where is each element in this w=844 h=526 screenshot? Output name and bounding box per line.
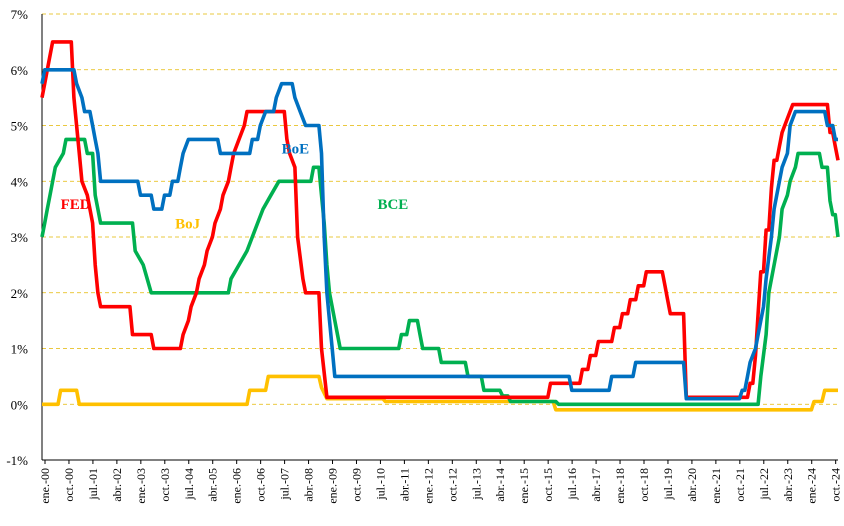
y-tick-label: -1% <box>6 453 28 468</box>
x-tick-label: oct.-03 <box>158 468 172 502</box>
x-tick-label: oct.-15 <box>541 468 555 502</box>
x-tick-label: oct.-24 <box>829 468 843 502</box>
x-tick-label: jul.-22 <box>757 468 771 501</box>
series-line-fed <box>40 40 840 400</box>
x-tick-label: ene.-12 <box>421 468 435 504</box>
x-tick-label: oct.-21 <box>733 468 747 502</box>
x-tick-label: abr.-17 <box>589 468 603 502</box>
series-label-fed: FED <box>61 197 91 213</box>
y-tick-label: 1% <box>11 342 29 357</box>
x-tick-label: oct.-00 <box>62 468 76 502</box>
x-tick-label: ene.-06 <box>230 468 244 504</box>
series-lines <box>40 40 840 412</box>
series-line-boe <box>40 68 838 401</box>
x-tick-label: jul.-07 <box>278 468 292 501</box>
x-tick-label: jul.-04 <box>182 468 196 501</box>
x-tick-label: ene.-24 <box>805 468 819 504</box>
x-tick-label: jul.-16 <box>565 468 579 501</box>
x-tick-label: oct.-12 <box>445 468 459 502</box>
series-label-bce: BCE <box>377 197 408 213</box>
x-tick-label: ene.-03 <box>134 468 148 504</box>
x-tick-label: jul.-10 <box>373 468 387 501</box>
y-tick-label: 3% <box>11 230 29 245</box>
x-tick-label: abr.-20 <box>685 468 699 502</box>
y-tick-label: 6% <box>11 63 29 78</box>
series-label-boe: BoE <box>282 141 310 157</box>
x-tick-label: ene.-21 <box>709 468 723 504</box>
y-tick-label: 7% <box>11 7 29 22</box>
x-tick-label: ene.-09 <box>326 468 340 504</box>
x-tick-label: oct.-06 <box>254 468 268 502</box>
x-tick-label: abr.-08 <box>302 468 316 502</box>
series-label-boj: BoJ <box>175 217 201 233</box>
y-tick-label: 4% <box>11 174 29 189</box>
series-labels: FED BoE BCE BoJ <box>61 141 409 232</box>
x-tick-label: abr.-05 <box>206 468 220 502</box>
x-tick-label: jul.-19 <box>661 468 675 501</box>
x-tick-label: abr.-11 <box>397 468 411 501</box>
x-tick-label: oct.-09 <box>349 468 363 502</box>
x-tick-label: ene.-00 <box>38 468 52 504</box>
x-tick-label: oct.-18 <box>637 468 651 502</box>
x-tick-label: ene.-18 <box>613 468 627 504</box>
x-tick-label: abr.-02 <box>110 468 124 502</box>
x-axis-tick-labels: ene.-00 oct.-00 jul.-01 abr.-02 ene.-03 oct.-… <box>38 468 843 504</box>
x-tick-label: jul.-13 <box>469 468 483 501</box>
x-tick-label: ene.-15 <box>517 468 531 504</box>
y-axis-tick-labels: -1% 0% 1% 2% 3% 4% 5% 6% 7% <box>6 7 28 468</box>
series-line-boj <box>42 374 838 412</box>
x-tick-label: abr.-14 <box>493 468 507 502</box>
y-tick-label: 0% <box>11 397 29 412</box>
y-tick-label: 5% <box>11 119 29 134</box>
x-tick-label: jul.-01 <box>86 468 100 501</box>
x-tick-label: abr.-23 <box>781 468 795 502</box>
series-line-bce <box>40 137 840 407</box>
y-tick-label: 2% <box>11 286 29 301</box>
